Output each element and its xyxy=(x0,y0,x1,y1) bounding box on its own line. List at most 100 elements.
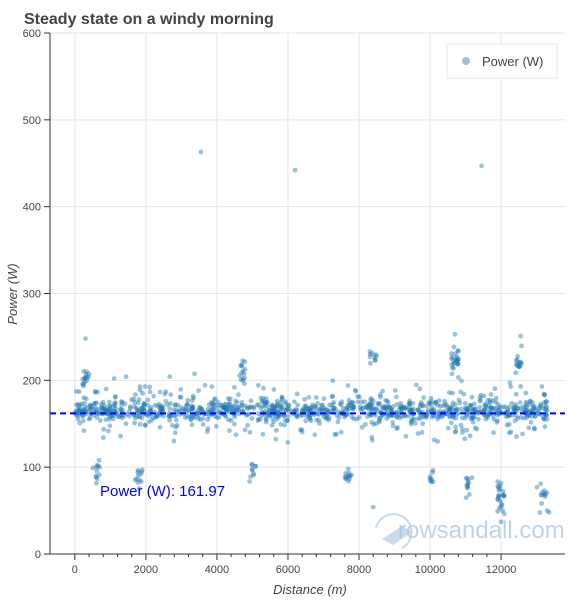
data-point xyxy=(390,423,396,429)
data-point xyxy=(501,493,507,499)
data-point xyxy=(233,432,239,438)
data-point xyxy=(80,413,86,419)
data-point xyxy=(493,395,499,401)
data-point xyxy=(374,353,380,359)
data-point xyxy=(77,420,83,426)
data-point xyxy=(266,408,271,413)
data-point xyxy=(108,414,113,420)
data-point xyxy=(223,406,229,412)
data-point xyxy=(373,352,379,358)
data-point xyxy=(407,398,412,404)
data-point xyxy=(278,407,283,413)
data-point xyxy=(454,406,459,412)
data-point xyxy=(123,421,129,427)
data-point xyxy=(269,402,275,408)
data-point xyxy=(306,415,312,421)
data-point xyxy=(290,408,296,414)
data-point xyxy=(397,405,403,411)
data-point xyxy=(328,408,334,414)
data-point xyxy=(447,390,452,396)
data-point xyxy=(135,469,141,475)
data-point xyxy=(140,406,146,412)
data-point xyxy=(233,398,238,404)
data-point xyxy=(537,510,543,516)
data-point xyxy=(394,414,400,420)
data-point xyxy=(399,413,405,419)
data-point xyxy=(83,374,89,380)
data-point xyxy=(309,408,315,414)
data-point xyxy=(166,410,172,416)
data-point xyxy=(516,363,522,369)
data-point xyxy=(453,424,458,430)
data-point xyxy=(298,427,303,433)
data-point xyxy=(287,406,292,412)
data-point xyxy=(497,486,503,492)
data-point xyxy=(514,408,519,414)
x-tick-label: 12000 xyxy=(486,564,517,576)
data-point xyxy=(208,408,213,413)
data-point xyxy=(262,403,268,409)
data-point xyxy=(484,413,490,419)
data-point xyxy=(485,397,491,403)
data-point xyxy=(465,405,470,411)
data-point xyxy=(158,405,164,411)
data-point xyxy=(186,407,192,412)
data-point xyxy=(76,408,82,414)
data-point xyxy=(353,388,359,394)
data-point xyxy=(285,402,291,408)
data-point xyxy=(512,418,518,424)
data-point xyxy=(419,403,425,408)
data-point xyxy=(242,366,248,372)
data-point xyxy=(470,406,476,412)
data-point xyxy=(168,392,174,398)
data-point xyxy=(107,408,112,414)
data-point xyxy=(384,406,390,412)
data-point xyxy=(240,358,246,364)
data-point xyxy=(242,403,248,409)
data-point xyxy=(111,403,116,409)
data-point xyxy=(433,401,438,406)
data-point xyxy=(406,407,412,413)
data-point xyxy=(469,394,475,400)
data-point xyxy=(514,362,520,368)
data-point xyxy=(403,433,409,439)
data-point xyxy=(335,409,341,415)
data-point xyxy=(137,414,143,420)
data-point xyxy=(307,416,313,422)
data-point xyxy=(482,407,487,413)
data-point xyxy=(275,412,281,418)
data-point xyxy=(489,406,495,412)
data-point xyxy=(521,404,526,410)
data-point xyxy=(83,396,89,402)
data-point xyxy=(183,403,189,409)
data-point xyxy=(544,490,550,496)
data-point xyxy=(281,413,287,418)
data-point xyxy=(514,357,520,362)
data-point xyxy=(300,408,305,414)
data-point xyxy=(306,407,312,412)
data-point xyxy=(409,418,415,424)
data-point xyxy=(420,403,426,409)
data-point xyxy=(209,384,215,390)
data-point xyxy=(142,422,148,428)
data-point xyxy=(195,410,201,416)
x-axis-label: Distance (m) xyxy=(273,582,347,597)
data-point xyxy=(541,415,547,420)
data-point xyxy=(344,405,350,411)
data-point xyxy=(221,402,227,408)
data-point xyxy=(303,403,309,409)
data-point xyxy=(395,424,400,430)
data-point xyxy=(451,360,456,366)
data-point xyxy=(312,404,318,410)
data-point xyxy=(259,399,265,404)
data-point xyxy=(447,406,453,412)
data-point xyxy=(475,416,481,422)
data-point xyxy=(450,364,455,370)
data-point xyxy=(167,417,172,423)
data-point xyxy=(527,398,533,404)
data-point xyxy=(487,411,492,416)
data-point xyxy=(87,406,93,412)
data-point xyxy=(94,411,100,416)
data-point xyxy=(209,405,215,410)
data-point xyxy=(350,399,356,405)
